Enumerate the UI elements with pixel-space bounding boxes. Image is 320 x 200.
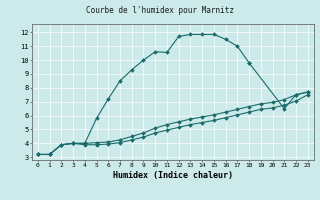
Text: Courbe de l'humidex pour Marnitz: Courbe de l'humidex pour Marnitz — [86, 6, 234, 15]
X-axis label: Humidex (Indice chaleur): Humidex (Indice chaleur) — [113, 171, 233, 180]
